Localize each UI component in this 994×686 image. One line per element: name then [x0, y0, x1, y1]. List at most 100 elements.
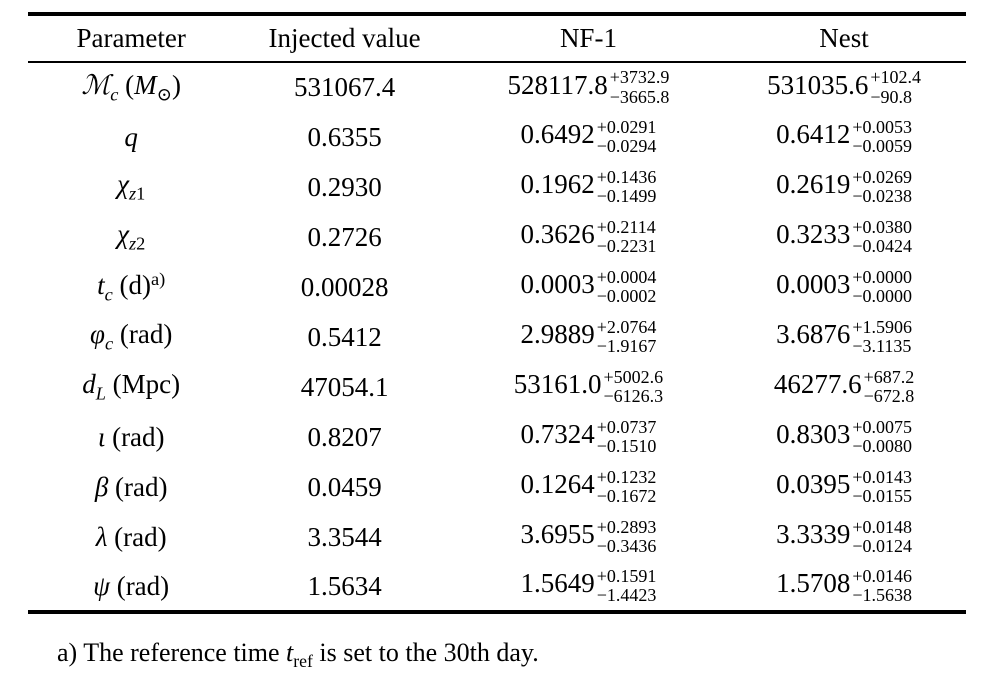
col-header-injected-value: Injected value [268, 23, 421, 53]
table-row: dL (Mpc) 47054.1 53161.0 +5002.6 −6126.3 4627… [28, 362, 966, 412]
nest-cell: 531035.6 +102.4 −90.8 [722, 62, 966, 112]
col-header-nest: Nest [819, 23, 869, 53]
uncertainty-stack: +102.4 −90.8 [870, 67, 921, 107]
parameter-cell: ℳc (M⊙) [28, 62, 234, 112]
text-fragment: t [286, 638, 294, 667]
nf1-cell: 0.7324 +0.0737 −0.1510 [455, 412, 722, 462]
measured-value: 3.3339 +0.0148 −0.0124 [776, 517, 912, 556]
measured-value: 0.7324 +0.0737 −0.1510 [520, 417, 656, 456]
uncertainty-stack: +0.2893 −0.3436 [596, 516, 657, 557]
plus-error: +0.0004 [596, 266, 657, 287]
uncertainty-stack: +687.2 −672.8 [864, 367, 915, 407]
table-row: ℳc (M⊙) 531067.4 528117.8 +3732.9 −3665.8 531… [28, 62, 966, 112]
uncertainty-stack: +0.0380 −0.0424 [852, 216, 912, 257]
minus-error: −0.0238 [852, 186, 912, 206]
median-value: 0.3233 [776, 219, 851, 250]
minus-error: −0.0080 [852, 436, 912, 456]
text-fragment: φ [90, 319, 105, 350]
uncertainty-stack: +0.1232 −0.1672 [596, 466, 657, 507]
plus-error: +0.0291 [596, 116, 657, 137]
parameter-cell: φc (rad) [28, 312, 234, 362]
minus-error: −0.0059 [852, 136, 912, 156]
nest-cell: 0.2619 +0.0269 −0.0238 [722, 162, 966, 212]
text-fragment: z [128, 183, 137, 204]
measured-value: 3.6955 +0.2893 −0.3436 [520, 517, 656, 556]
text-fragment: ι [97, 421, 106, 452]
text-fragment: (Mpc) [105, 369, 181, 400]
measured-value: 53161.0 +5002.6 −6126.3 [514, 367, 663, 406]
median-value: 2.9889 [520, 319, 595, 350]
measured-value: 531035.6 +102.4 −90.8 [767, 67, 921, 106]
table-row: λ (rad) 3.3544 3.6955 +0.2893 −0.3436 3.3339 +… [28, 512, 966, 562]
text-fragment: q [124, 121, 138, 152]
text-fragment: M [134, 69, 157, 100]
minus-error: −0.0155 [852, 486, 912, 506]
plus-error: +0.0269 [852, 166, 912, 187]
uncertainty-stack: +0.0737 −0.1510 [597, 417, 657, 457]
text-fragment: (d) [112, 269, 151, 300]
plus-error: +0.0380 [852, 216, 912, 237]
measured-value: 0.3626 +0.2114 −0.2231 [520, 217, 656, 256]
plus-error: +0.2893 [596, 516, 657, 537]
uncertainty-stack: +2.0764 −1.9167 [597, 317, 657, 357]
text-fragment: c [104, 284, 113, 305]
table-row: q 0.6355 0.6492 +0.0291 −0.0294 0.6412 +0.0053… [28, 112, 966, 162]
table-row: φc (rad) 0.5412 2.9889 +2.0764 −1.9167 3.6876… [28, 312, 966, 362]
nest-cell: 0.8303 +0.0075 −0.0080 [722, 412, 966, 462]
nf1-cell: 1.5649 +0.1591 −1.4423 [455, 562, 722, 612]
measured-value: 1.5708 +0.0146 −1.5638 [776, 566, 912, 605]
plus-error: +0.1232 [596, 466, 657, 487]
plus-error: +0.2114 [596, 216, 656, 237]
uncertainty-stack: +1.5906 −3.1135 [852, 316, 912, 357]
nest-cell: 0.6412 +0.0053 −0.0059 [722, 112, 966, 162]
text-fragment: 1 [136, 183, 146, 204]
minus-error: −0.0424 [852, 236, 912, 256]
measured-value: 0.3233 +0.0380 −0.0424 [776, 217, 912, 256]
measured-value: 0.1264 +0.1232 −0.1672 [520, 467, 656, 506]
minus-error: −0.0294 [596, 136, 657, 156]
median-value: 46277.6 [773, 369, 862, 400]
uncertainty-stack: +0.2114 −0.2231 [596, 216, 657, 257]
minus-error: −1.4423 [596, 585, 657, 605]
parameter-cell: β (rad) [28, 462, 234, 512]
text-fragment: t [97, 269, 105, 300]
uncertainty-stack: +3732.9 −3665.8 [610, 67, 670, 107]
parameter-cell: χz1 [28, 162, 234, 212]
plus-error: +1.5906 [852, 316, 912, 337]
plus-error: +0.1436 [596, 166, 657, 187]
table-header: Parameter Injected value NF-1 Nest [28, 14, 966, 62]
measured-value: 46277.6 +687.2 −672.8 [773, 367, 914, 406]
nf1-cell: 0.0003 +0.0004 −0.0002 [455, 262, 722, 312]
measured-value: 3.6876 +1.5906 −3.1135 [776, 317, 912, 356]
measured-value: 0.8303 +0.0075 −0.0080 [776, 417, 912, 456]
nf1-cell: 0.1962 +0.1436 −0.1499 [455, 162, 722, 212]
injected-value-cell: 0.5412 [307, 321, 382, 352]
table-footnote: a) The reference time tref is set to the… [57, 638, 539, 672]
median-value: 0.0395 [776, 469, 851, 500]
median-value: 1.5649 [520, 568, 595, 599]
median-value: 0.7324 [520, 419, 595, 450]
nf1-cell: 0.3626 +0.2114 −0.2231 [455, 212, 722, 262]
minus-error: −0.0124 [852, 536, 912, 556]
median-value: 0.3626 [520, 219, 595, 250]
measured-value: 0.0003 +0.0000 −0.0000 [776, 267, 912, 306]
plus-error: +0.0053 [852, 116, 912, 137]
text-fragment: a) [151, 268, 166, 289]
text-fragment: χ [117, 169, 129, 200]
text-fragment: ( [118, 69, 135, 100]
measured-value: 0.6412 +0.0053 −0.0059 [776, 116, 912, 156]
nf1-cell: 528117.8 +3732.9 −3665.8 [455, 62, 722, 112]
minus-error: −0.0000 [852, 286, 912, 306]
text-fragment: (rad) [113, 319, 173, 350]
injected-value-cell: 0.6355 [307, 121, 382, 152]
text-fragment: 2 [136, 233, 146, 254]
uncertainty-stack: +0.0148 −0.0124 [852, 517, 912, 557]
parameter-cell: dL (Mpc) [28, 362, 234, 412]
text-fragment: ) [172, 69, 182, 100]
injected-value-cell: 531067.4 [293, 72, 396, 102]
median-value: 531035.6 [767, 69, 869, 100]
table-body: ℳc (M⊙) 531067.4 528117.8 +3732.9 −3665.8 531… [28, 62, 966, 612]
nf1-cell: 0.6492 +0.0291 −0.0294 [455, 112, 722, 162]
median-value: 1.5708 [776, 568, 851, 599]
